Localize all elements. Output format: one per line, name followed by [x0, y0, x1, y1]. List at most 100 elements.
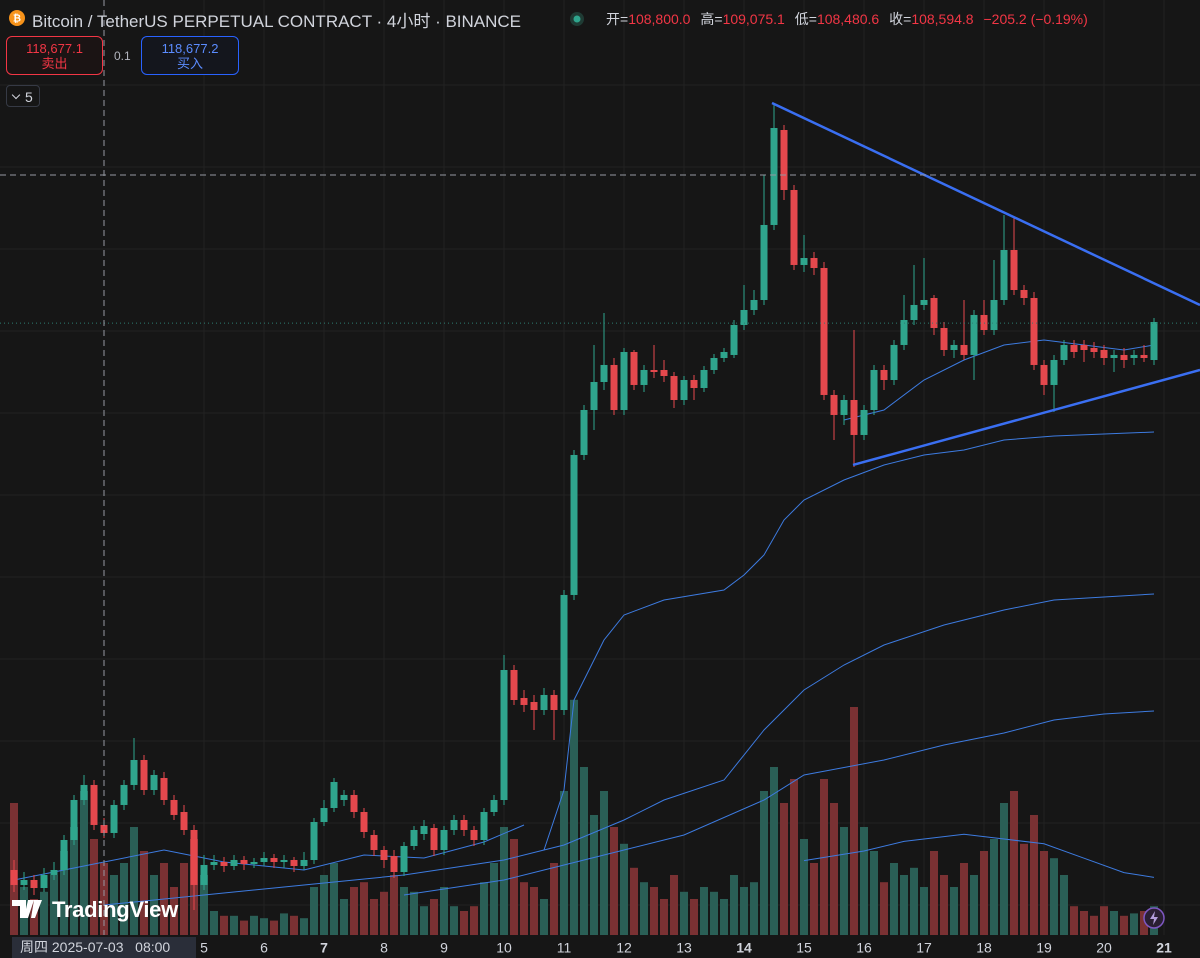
- volume-bar: [880, 882, 888, 935]
- volume-bar: [90, 839, 98, 935]
- alert-icon[interactable]: [1142, 906, 1166, 930]
- volume-bar: [550, 863, 558, 935]
- volume-bar: [450, 906, 458, 935]
- volume-bar: [700, 887, 708, 935]
- volume-bar: [400, 887, 408, 935]
- volume-bar: [830, 803, 838, 935]
- volume-bar: [660, 899, 668, 935]
- x-tick-label: 12: [616, 940, 632, 956]
- volume-bar: [380, 891, 388, 935]
- volume-bar: [640, 882, 648, 935]
- candle-body: [360, 812, 368, 832]
- candle-body: [40, 874, 48, 888]
- volume-bar: [930, 851, 938, 935]
- volume-bar: [570, 699, 578, 935]
- candle-body: [160, 778, 168, 800]
- x-tick-label: 16: [856, 940, 872, 956]
- candle-body: [910, 304, 918, 320]
- moving-average: [543, 431, 1155, 851]
- candle-body: [560, 594, 568, 710]
- candle-body: [880, 370, 888, 380]
- candle-body: [810, 258, 818, 268]
- candle-body: [1070, 344, 1078, 352]
- candle-body: [640, 370, 648, 385]
- candle-body: [60, 840, 68, 870]
- x-tick-label: 9: [440, 940, 448, 956]
- volume-bar: [740, 887, 748, 935]
- volume-bar: [710, 891, 718, 935]
- volume-bar: [910, 867, 918, 935]
- volume-bar: [490, 863, 498, 935]
- candle-body: [550, 694, 558, 710]
- x-tick-label: 8: [380, 940, 388, 956]
- candle-body: [320, 808, 328, 822]
- candle-body: [470, 830, 478, 840]
- candle-body: [840, 400, 848, 415]
- candle-body: [500, 670, 508, 800]
- candle-body: [1030, 298, 1038, 365]
- candle-body: [920, 300, 928, 305]
- candle-body: [30, 880, 38, 888]
- sell-button[interactable]: 118,677.1 卖出: [6, 36, 103, 75]
- candle-body: [170, 800, 178, 815]
- volume-bar: [1080, 911, 1088, 935]
- volume-bar: [260, 918, 268, 935]
- volume-bar: [300, 918, 308, 935]
- volume-bar: [480, 882, 488, 935]
- buy-price: 118,677.2: [161, 41, 219, 56]
- change: −205.2 (−0.19%): [983, 11, 1088, 27]
- volume-bar: [720, 899, 728, 935]
- volume-bar: [100, 863, 108, 935]
- volume-bar: [40, 891, 48, 935]
- symbol-title: Bitcoin / TetherUS PERPETUAL CONTRACT · …: [32, 12, 522, 31]
- volume-bar: [1110, 911, 1118, 935]
- candle-body: [180, 812, 188, 830]
- candle-body: [460, 820, 468, 830]
- candle-body: [530, 702, 538, 710]
- candle-body: [770, 128, 778, 225]
- volume-bar: [620, 843, 628, 935]
- candle-body: [940, 328, 948, 350]
- volume-bar: [1090, 915, 1098, 935]
- volume-bar: [810, 863, 818, 935]
- volume-bar: [900, 875, 908, 935]
- volume-bar: [1000, 803, 1008, 935]
- volume-bar: [670, 875, 678, 935]
- volume-ma: [803, 833, 1155, 878]
- x-tick-label: 7: [320, 940, 328, 956]
- btc-icon: ₿: [9, 10, 25, 26]
- candle-body: [350, 794, 358, 812]
- volume-bar: [50, 875, 58, 935]
- x-tick-label: 20: [1096, 940, 1112, 956]
- candle-body: [340, 794, 348, 800]
- volume-bar: [370, 899, 378, 935]
- indicators-toggle[interactable]: 5: [6, 85, 40, 107]
- svg-text:₿: ₿: [13, 13, 21, 25]
- candle-body: [260, 858, 268, 862]
- candle-body: [580, 410, 588, 455]
- volume-bar: [520, 882, 528, 935]
- candle-body: [290, 860, 298, 866]
- candle-body: [690, 380, 698, 388]
- volume-bar: [980, 851, 988, 935]
- volume-bar: [460, 911, 468, 935]
- candle-body: [750, 300, 758, 310]
- candle-body: [1100, 350, 1108, 358]
- volume-bar: [270, 920, 278, 935]
- volume-bar: [1100, 906, 1108, 935]
- x-tick-label: 5: [200, 940, 208, 956]
- volume-bar: [1050, 858, 1058, 935]
- candle-body: [1130, 354, 1138, 358]
- volume-bar: [210, 911, 218, 935]
- candle-body: [1050, 360, 1058, 385]
- candle-body: [540, 694, 548, 710]
- x-tick-label: 19: [1036, 940, 1052, 956]
- candle-body: [600, 364, 608, 382]
- volume-bar: [360, 882, 368, 935]
- volume-bar: [770, 767, 778, 935]
- x-tick-label: 11: [557, 940, 572, 956]
- volume-bar: [760, 791, 768, 935]
- buy-button[interactable]: 118,677.2 买入: [141, 36, 239, 75]
- moving-average: [403, 710, 1155, 896]
